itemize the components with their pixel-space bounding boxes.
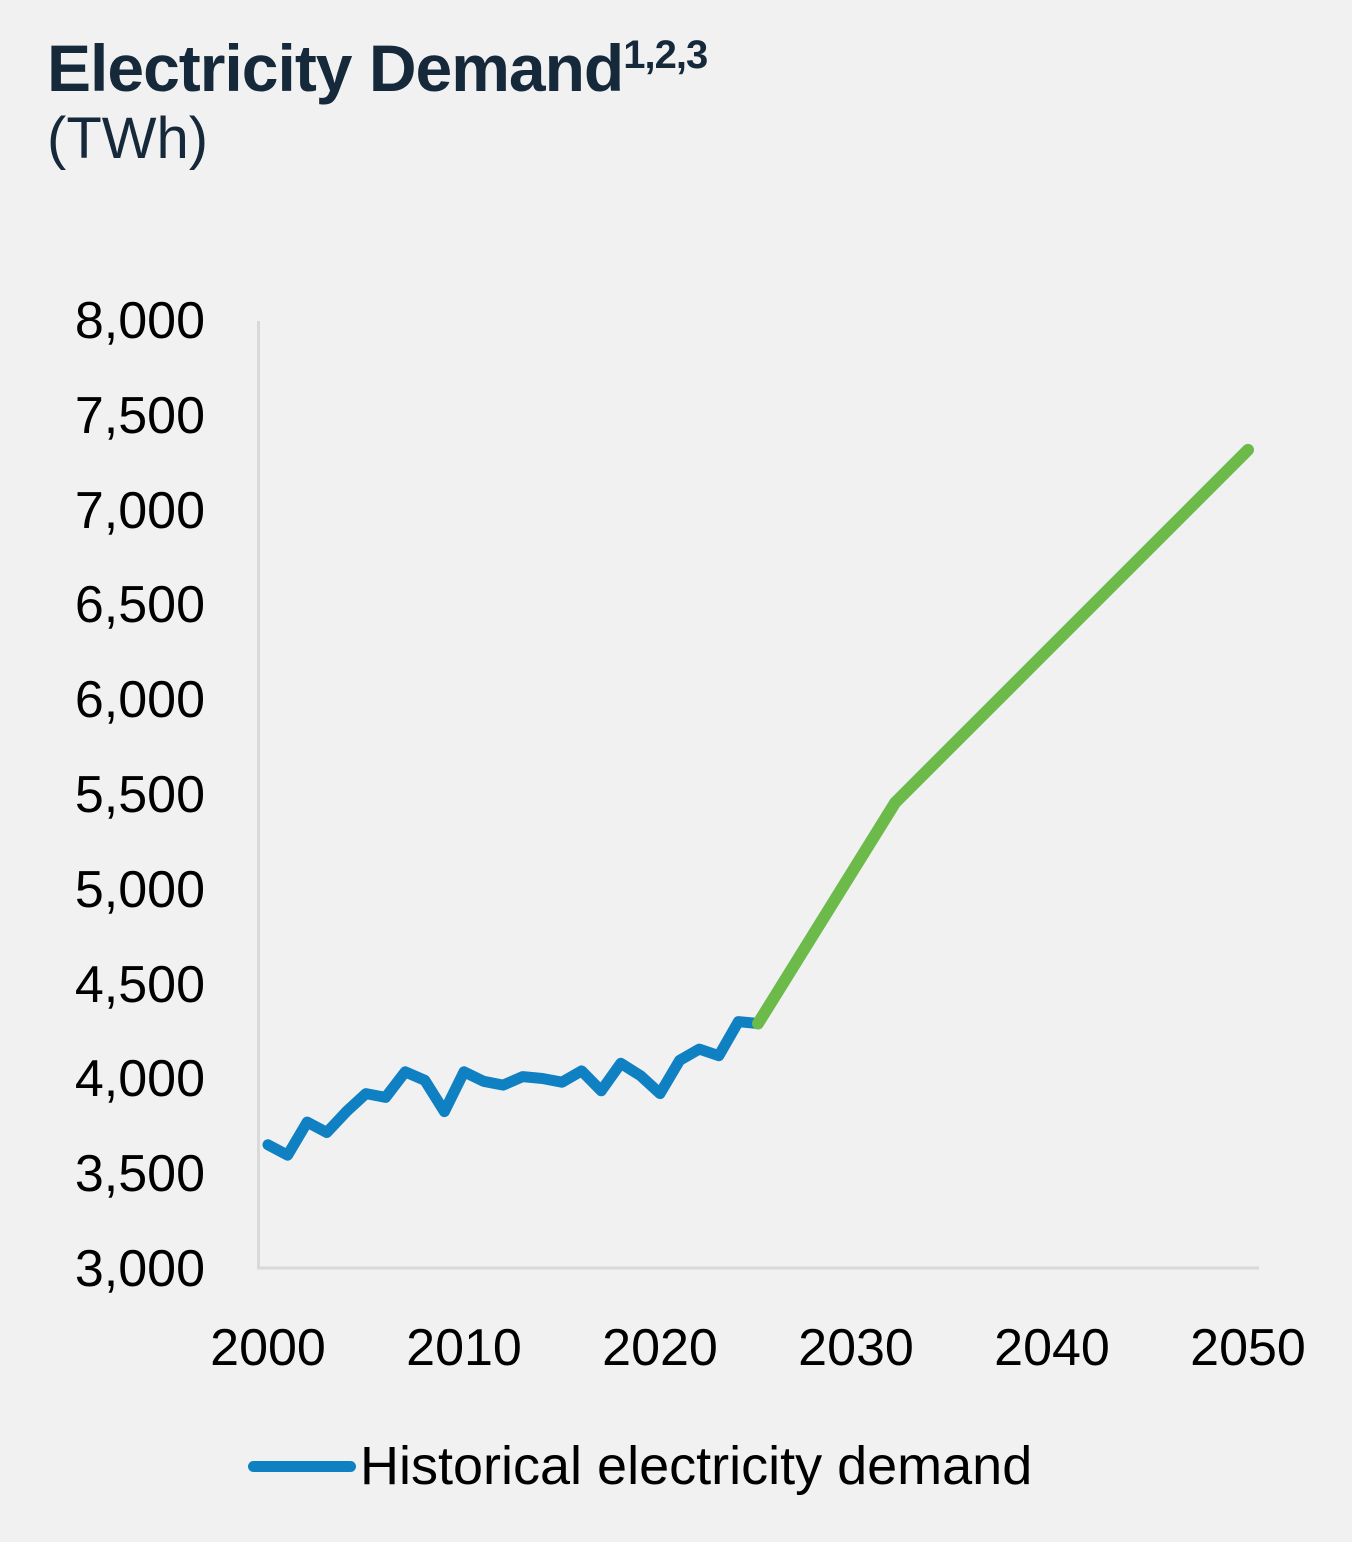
y-tick-label: 5,500 — [74, 766, 205, 824]
x-tick-label: 2010 — [406, 1319, 522, 1377]
legend: Historical electricity demand — [248, 1438, 1032, 1494]
page-title-footnote-markers: 1,2,3 — [623, 33, 708, 77]
chart-unit-subtitle: (TWh) — [47, 106, 209, 172]
legend-line-swatch — [248, 1460, 356, 1472]
y-tick-label: 5,000 — [74, 861, 205, 919]
y-tick-label: 4,500 — [74, 956, 205, 1014]
y-tick-label: 8,000 — [74, 292, 205, 350]
x-tick-label: 2000 — [210, 1319, 326, 1377]
page-title-text: Electricity Demand — [47, 31, 624, 105]
y-tick-label: 7,500 — [74, 387, 205, 445]
chart-header: Electricity Demand1,2,3 (TWh) — [47, 31, 708, 172]
legend-label: Historical electricity demand — [360, 1436, 1033, 1496]
projected-line — [752, 443, 1254, 1030]
x-tick-label: 2030 — [798, 1319, 914, 1377]
y-tick-label: 6,500 — [74, 576, 205, 634]
y-tick-label: 3,500 — [74, 1145, 205, 1203]
x-tick-label: 2040 — [994, 1319, 1110, 1377]
page-title: Electricity Demand1,2,3 — [47, 31, 708, 105]
y-tick-label: 6,000 — [74, 671, 205, 729]
x-tick-label: 2050 — [1190, 1319, 1306, 1377]
x-tick-label: 2020 — [602, 1319, 718, 1377]
y-tick-label: 3,000 — [74, 1240, 205, 1298]
historical-line — [262, 1016, 764, 1161]
y-tick-label: 4,000 — [74, 1050, 205, 1108]
y-tick-label: 7,000 — [74, 482, 205, 540]
